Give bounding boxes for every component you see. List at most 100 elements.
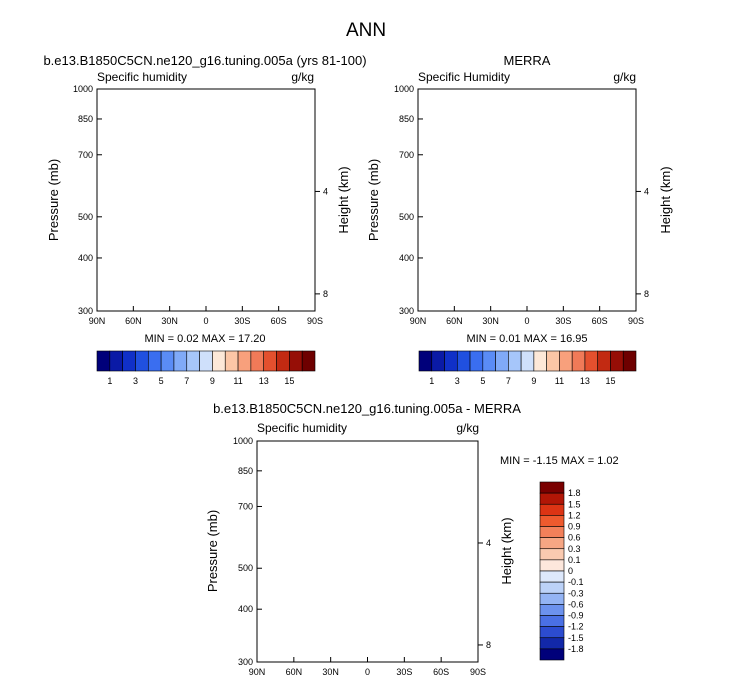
x-tick-label: 90S <box>307 316 323 326</box>
panel-model-ylabel-right: Height (km) <box>336 166 351 233</box>
panel-diff-subtitle-right: g/kg <box>456 421 479 435</box>
colorbar-swatch <box>539 626 565 639</box>
x-tick-label: 0 <box>365 667 370 677</box>
colorbar-label: 5 <box>480 376 485 386</box>
colorbar-label: -0.1 <box>568 577 584 587</box>
colorbar-swatch <box>539 648 565 661</box>
panel-model-subtitle-right: g/kg <box>291 70 314 84</box>
colorbar-swatch <box>199 350 213 372</box>
y-tick-label: 1000 <box>233 436 253 446</box>
x-tick-label: 90S <box>628 316 644 326</box>
colorbar-label: 0.6 <box>568 533 581 543</box>
colorbar-label: 3 <box>133 376 138 386</box>
colorbar-swatch <box>597 350 611 372</box>
panel-merra-subtitle-right: g/kg <box>613 70 636 84</box>
y-tick-label: 1000 <box>73 84 93 94</box>
colorbar-swatch <box>135 350 149 372</box>
colorbar-swatch <box>173 350 188 372</box>
panel-merra-plot: 90N 60N 30N 0 30S 60S 90S 300 400 500 700 850 1000 8 4 <box>394 84 649 326</box>
y-tick-label: 500 <box>238 563 253 573</box>
panel-diff-min-max: MIN = -1.15 MAX = 1.02 <box>500 455 619 467</box>
colorbar-swatch <box>109 350 123 372</box>
colorbar-label: 3 <box>455 376 460 386</box>
panel-merra-title: MERRA <box>504 53 551 68</box>
panel-merra-colorbar: 1 3 5 7 9 11 13 15 <box>418 350 637 386</box>
colorbar-swatch <box>610 350 624 372</box>
panel-diff-subtitle-left: Specific humidity <box>257 421 347 435</box>
x-tick-label: 60N <box>446 316 463 326</box>
colorbar-swatch <box>559 350 573 372</box>
colorbar-swatch <box>539 570 565 583</box>
colorbar-swatch <box>147 350 162 372</box>
panel-model: b.e13.B1850C5CN.ne120_g16.tuning.005a (y… <box>43 53 366 386</box>
colorbar-swatch <box>122 350 136 372</box>
colorbar-label: 0.3 <box>568 544 581 554</box>
height-tick-label: 8 <box>323 289 328 299</box>
y-tick-label: 700 <box>399 150 414 160</box>
colorbar-swatch <box>539 604 565 616</box>
panel-merra-ylabel: Pressure (mb) <box>366 159 381 241</box>
colorbar-swatch <box>250 350 265 372</box>
x-tick-label: 60S <box>271 316 287 326</box>
colorbar-swatch <box>539 481 565 494</box>
y-tick-label: 850 <box>78 114 93 124</box>
colorbar-swatch <box>160 350 175 372</box>
colorbar-swatch <box>186 350 200 372</box>
y-tick-label: 400 <box>78 253 93 263</box>
colorbar-swatch <box>539 637 565 650</box>
colorbar-label: 13 <box>580 376 590 386</box>
figure-title: ANN <box>346 20 386 41</box>
colorbar-swatch <box>418 350 433 372</box>
colorbar-swatch <box>539 615 565 627</box>
colorbar-label: -1.2 <box>568 622 584 632</box>
colorbar-swatch <box>533 350 547 372</box>
colorbar-swatch <box>212 350 226 372</box>
y-tick-label: 300 <box>238 657 253 667</box>
colorbar-swatch <box>276 350 290 372</box>
y-tick-label: 300 <box>78 306 93 316</box>
colorbar-label: -0.3 <box>568 588 584 598</box>
panel-model-colorbar: 1 3 5 7 9 11 13 15 <box>96 350 316 386</box>
missing-data-region <box>272 108 315 312</box>
colorbar-swatch <box>301 350 316 372</box>
colorbar-swatch <box>539 537 565 550</box>
missing-data-region <box>441 455 478 662</box>
colorbar-label: 0 <box>568 566 573 576</box>
panel-diff-ylabel: Pressure (mb) <box>205 510 220 592</box>
colorbar-swatch <box>539 492 565 505</box>
y-tick-label: 400 <box>399 253 414 263</box>
colorbar-swatch <box>539 548 565 561</box>
panel-diff-ylabel-right: Height (km) <box>499 517 514 584</box>
colorbar-swatch <box>539 503 565 516</box>
panel-model-title: b.e13.B1850C5CN.ne120_g16.tuning.005a (y… <box>43 53 366 68</box>
y-tick-label: 700 <box>78 150 93 160</box>
colorbar-label: 1.2 <box>568 510 581 520</box>
colorbar-swatch <box>263 350 277 372</box>
colorbar-swatch <box>96 350 111 372</box>
x-tick-label: 30N <box>322 667 339 677</box>
colorbar-swatch <box>584 350 599 372</box>
panel-merra-subtitle-left: Specific Humidity <box>418 70 510 84</box>
height-tick-label: 4 <box>644 186 649 196</box>
x-tick-label: 30S <box>234 316 250 326</box>
colorbar-swatch <box>539 581 565 594</box>
x-tick-label: 0 <box>524 316 529 326</box>
y-tick-label: 1000 <box>394 84 414 94</box>
colorbar-swatch <box>469 350 484 372</box>
colorbar-label: 9 <box>531 376 536 386</box>
colorbar-label: 15 <box>284 376 294 386</box>
colorbar-swatch <box>520 350 535 372</box>
y-tick-label: 400 <box>238 604 253 614</box>
colorbar-swatch <box>237 350 252 372</box>
colorbar-label: 0.9 <box>568 522 581 532</box>
height-tick-label: 8 <box>486 640 491 650</box>
x-tick-label: 30S <box>555 316 571 326</box>
height-tick-label: 4 <box>323 186 328 196</box>
colorbar-label: 11 <box>555 376 564 386</box>
colorbar-swatch <box>289 350 303 372</box>
panel-model-subtitle-left: Specific humidity <box>97 70 187 84</box>
colorbar-label: 5 <box>159 376 164 386</box>
colorbar-swatch <box>539 515 565 527</box>
panel-model-plot: 90N 60N 30N 0 30S 60S 90S 300 400 500 700 850 1000 8 4 <box>73 84 328 326</box>
